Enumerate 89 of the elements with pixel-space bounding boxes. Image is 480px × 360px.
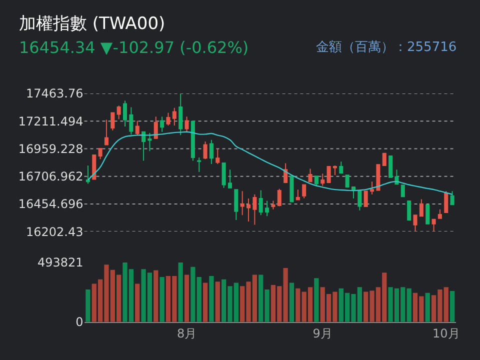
y-tick-label: 16454.696 [18, 197, 84, 212]
candlestick [351, 186, 356, 200]
bar [283, 268, 288, 322]
candlestick [252, 194, 257, 226]
bar [425, 292, 430, 322]
chart-title: 加權指數 (TWA00) [19, 14, 166, 34]
candlestick [160, 116, 164, 132]
candlestick [314, 176, 318, 186]
bar [289, 282, 294, 322]
bar [86, 289, 90, 322]
text: 金額（百萬）：255716 [316, 40, 457, 55]
candlestick [104, 119, 108, 146]
candlestick [345, 174, 350, 188]
candlestick [364, 190, 368, 208]
candlestick [413, 214, 418, 232]
candlestick [209, 139, 214, 164]
candlestick [326, 166, 331, 184]
candlestick [271, 200, 276, 210]
candlestick [382, 152, 386, 166]
candlestick [178, 94, 183, 136]
bar [215, 282, 220, 322]
candlestick [358, 190, 362, 211]
candlestick [86, 164, 90, 184]
y-tick-label: 17211.494 [18, 114, 84, 128]
bar [296, 288, 300, 322]
candlestick [332, 164, 337, 176]
candlestick [419, 198, 424, 217]
bar [135, 284, 140, 322]
y-tick-label: 493821 [37, 256, 84, 270]
candlestick [290, 176, 294, 202]
candlestick [197, 157, 202, 172]
candlestick [92, 154, 96, 180]
candlestick [320, 173, 325, 186]
candlestick [400, 184, 405, 198]
y-tick-label: 16202.43 [26, 224, 84, 239]
chart-subtitle: 16454.34 ▼-102.97 (-0.62%) [19, 38, 249, 57]
candlestick [432, 218, 436, 232]
candlestick [444, 190, 448, 214]
x-tick-label: 10月 [432, 326, 460, 340]
candlestick [370, 181, 374, 195]
candlestick [258, 190, 263, 216]
bar [160, 277, 164, 322]
candlestick [228, 169, 232, 188]
candlestick [426, 204, 430, 224]
candlestick [240, 190, 244, 216]
candlestick [222, 162, 226, 188]
candlestick [234, 189, 238, 220]
candlestick [438, 208, 442, 219]
candlestick [190, 120, 195, 162]
bar [184, 274, 190, 322]
candlestick [246, 198, 251, 222]
candlestick [450, 190, 454, 206]
candlestick [302, 184, 306, 199]
bar [314, 278, 319, 322]
candlestick [98, 147, 102, 160]
candlestick [296, 189, 300, 200]
candlestick [154, 116, 158, 140]
candlestick [116, 105, 121, 120]
candlestick [166, 112, 170, 126]
candlestick [308, 168, 312, 182]
candlestick [129, 106, 134, 136]
candlestick [110, 112, 115, 131]
candlestick [203, 141, 208, 160]
candlestick [339, 161, 344, 174]
bar [450, 291, 455, 322]
candlestick [122, 100, 128, 128]
y-tick-label: 0 [76, 315, 84, 330]
bar [154, 270, 158, 322]
y-tick-label: 17463.76 [26, 86, 84, 101]
y-tick-label: 16706.962 [18, 170, 84, 184]
candlestick [265, 200, 270, 217]
x-tick-label: 8月 [176, 326, 197, 340]
bar [202, 282, 208, 322]
candlestick [184, 116, 189, 132]
candlestick [148, 132, 152, 152]
candlestick [407, 200, 412, 220]
candlestick [376, 164, 380, 191]
x-tick-label: 9月 [312, 326, 332, 340]
bar [178, 262, 183, 322]
candlestick [135, 120, 140, 136]
candlestick [172, 107, 176, 126]
bar [209, 276, 214, 322]
y-tick-label: 16959.228 [18, 142, 84, 156]
bar [406, 288, 412, 322]
candlestick [284, 162, 288, 184]
candlestick [388, 155, 393, 178]
candlestick [216, 148, 220, 164]
candlestick [277, 188, 282, 207]
line-series [87, 131, 453, 195]
